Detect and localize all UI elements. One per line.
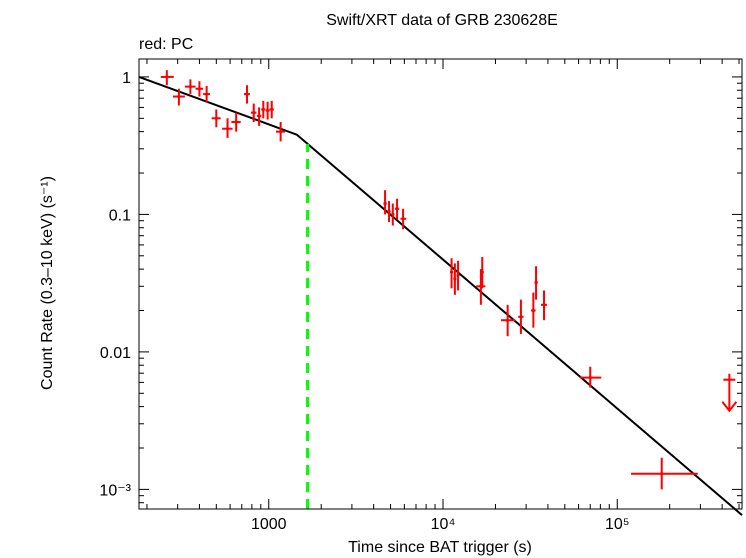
data-point	[275, 122, 286, 142]
point-marker	[480, 270, 484, 274]
upper-limit	[721, 373, 738, 413]
model-layer	[138, 75, 743, 516]
points-layer	[160, 70, 738, 490]
data-point	[172, 88, 185, 106]
x-tick-label: 1000	[251, 516, 287, 533]
data-point	[579, 366, 602, 388]
data-point	[211, 109, 221, 128]
x-tick-label: 10⁴	[431, 516, 456, 533]
point-marker	[225, 127, 230, 131]
x-tick-label: 10⁵	[605, 516, 629, 533]
y-axis-label: Count Rate (0.3–10 keV) (s⁻¹)	[39, 176, 56, 390]
data-point	[400, 208, 407, 230]
data-point	[184, 79, 196, 95]
data-point	[534, 266, 538, 300]
data-point	[500, 304, 516, 337]
y-tick-label: 0.1	[109, 207, 131, 224]
data-point	[243, 85, 250, 104]
data-point	[383, 190, 387, 215]
point-marker	[395, 207, 399, 211]
data-point	[631, 457, 698, 490]
data-point	[456, 260, 460, 291]
point-marker	[270, 107, 274, 112]
legend-note: red: PC	[139, 36, 193, 53]
point-marker	[660, 472, 664, 476]
point-marker	[177, 94, 181, 99]
data-point	[476, 269, 486, 305]
model-fit-line	[138, 75, 743, 516]
point-marker	[214, 116, 218, 120]
point-marker	[534, 280, 538, 285]
point-marker	[588, 376, 592, 380]
point-marker	[205, 92, 209, 96]
data-point	[269, 100, 274, 119]
plot-frame	[138, 58, 743, 510]
data-point	[387, 201, 391, 223]
data-point	[394, 198, 400, 220]
point-marker	[383, 201, 387, 206]
data-point	[250, 103, 257, 123]
point-marker	[245, 92, 249, 96]
point-marker	[449, 270, 454, 274]
data-point	[256, 107, 262, 126]
point-marker	[188, 85, 192, 89]
axes-group: 1000 10⁴ 10⁵ 1 0.1 0.01 10⁻³	[99, 59, 742, 533]
point-marker	[519, 315, 523, 319]
y-tick-label: 1	[122, 70, 131, 87]
chart-title: Swift/XRT data of GRB 230628E	[326, 12, 558, 29]
data-point	[531, 292, 536, 328]
upper-limit-arrow	[721, 401, 738, 413]
point-marker	[252, 111, 256, 115]
point-marker	[401, 217, 405, 221]
point-marker	[531, 308, 535, 313]
data-point	[453, 263, 457, 295]
point-marker	[453, 277, 457, 281]
point-marker	[234, 120, 238, 124]
point-marker	[456, 273, 460, 278]
data-point	[518, 299, 524, 334]
point-marker	[266, 108, 270, 113]
data-point	[261, 100, 266, 119]
point-marker	[197, 87, 202, 91]
data-point	[231, 112, 241, 132]
data-point	[160, 70, 174, 86]
point-marker	[387, 209, 391, 214]
data-point	[391, 203, 395, 226]
point-marker	[542, 303, 546, 307]
x-axis-label: Time since BAT trigger (s)	[348, 539, 532, 556]
point-marker	[506, 318, 510, 322]
data-point	[195, 81, 204, 97]
point-marker	[279, 130, 283, 134]
data-point	[540, 290, 547, 321]
point-marker	[391, 212, 395, 217]
data-point	[265, 101, 270, 120]
data-point	[449, 258, 454, 289]
data-point	[203, 85, 211, 103]
data-point	[222, 118, 233, 138]
point-marker	[165, 75, 169, 79]
point-marker	[261, 107, 265, 112]
point-marker	[257, 114, 261, 118]
data-point	[480, 257, 484, 289]
y-tick-label: 0.01	[100, 345, 131, 362]
y-tick-label: 10⁻³	[99, 482, 131, 499]
